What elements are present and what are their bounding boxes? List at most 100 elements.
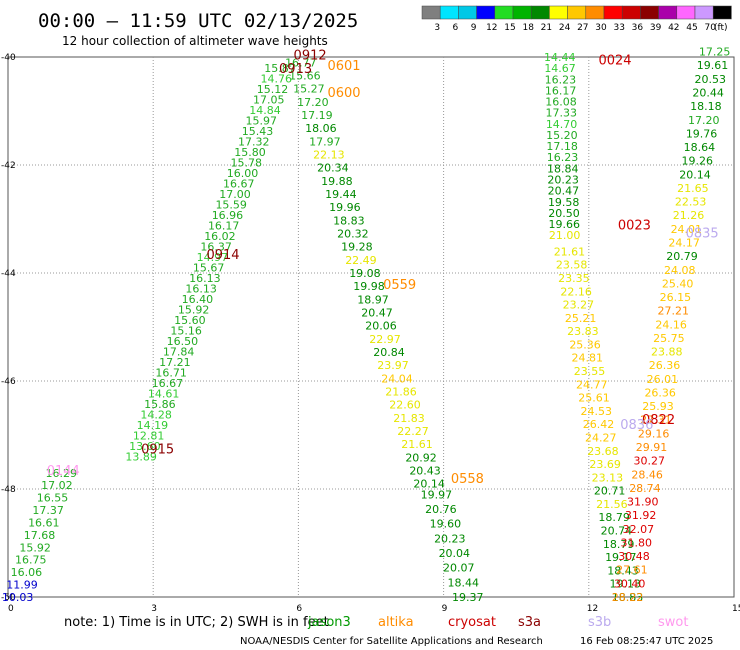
swh-value: 14.19	[137, 419, 169, 432]
swh-value: 16.29	[45, 467, 77, 480]
swh-value: 24.08	[664, 264, 696, 277]
swh-value: 17.18	[546, 140, 578, 153]
swh-value: 17.68	[24, 529, 56, 542]
swh-value: 17.20	[297, 96, 329, 109]
time-label: 0915	[141, 443, 174, 458]
time-label: 0601	[327, 59, 360, 74]
swh-value: 14.61	[148, 388, 180, 401]
swh-value: 27.21	[658, 305, 690, 318]
colorbar-swatch	[476, 5, 496, 20]
colorbar-swatch	[494, 5, 514, 20]
swh-value: 15.43	[242, 125, 274, 138]
swh-value: 26.42	[583, 418, 615, 431]
credit-right: 16 Feb 08:25:47 UTC 2025	[580, 636, 713, 647]
colorbar-swatch	[640, 5, 659, 20]
time-label: 0558	[451, 472, 484, 487]
swh-value: 23.13	[592, 471, 624, 484]
swh-value: 26.36	[649, 359, 681, 372]
swh-value: 17.21	[159, 356, 191, 369]
swh-value: 11.99	[6, 579, 38, 592]
plot-area: 03691215-40-42-44-46-48-50 15.8714.7615.…	[1, 46, 740, 614]
time-label: 0835	[686, 227, 719, 242]
y-tick-label: -42	[1, 161, 16, 171]
swh-value: 20.23	[434, 532, 466, 545]
swh-value: 19.88	[321, 175, 353, 188]
swh-value: 18.06	[305, 122, 337, 135]
swh-value: 21.83	[393, 412, 425, 425]
swh-value: 16.67	[152, 377, 184, 390]
swh-value: 26.36	[644, 386, 676, 399]
swh-value: 20.23	[547, 174, 579, 187]
colorbar-swatch	[549, 5, 568, 20]
colorbar-swatch	[439, 5, 459, 20]
swh-value: 27.61	[616, 564, 648, 577]
time-label: 0836	[620, 418, 653, 433]
swh-value: 15.20	[546, 129, 578, 142]
colorbar-label: 42	[668, 23, 679, 33]
swh-value: 31.92	[625, 509, 657, 522]
swh-value: 31.90	[627, 496, 659, 509]
swh-value: 21.61	[554, 245, 586, 258]
swh-value: 21.26	[673, 209, 705, 222]
swh-value: 16.50	[167, 335, 199, 348]
colorbar-swatch	[458, 5, 477, 20]
swh-value: 22.53	[675, 196, 707, 209]
colorbar-swatch	[421, 5, 441, 20]
swh-value: 24.53	[580, 405, 612, 418]
swh-value: 16.06	[11, 566, 43, 579]
swh-value: 16.75	[15, 554, 47, 567]
time-label: 0024	[598, 54, 631, 69]
swh-value: 28.22	[612, 591, 644, 604]
swh-value: 23.88	[651, 346, 683, 359]
swh-value: 14.84	[249, 104, 281, 117]
swh-value: 18.83	[612, 591, 644, 604]
swh-value: 17.97	[309, 135, 341, 148]
credit-left: NOAA/NESDIS Center for Satellite Applica…	[240, 636, 543, 647]
swh-value: 21.56	[596, 498, 628, 511]
legend-item: swot	[658, 615, 688, 630]
swh-value: 22.49	[345, 254, 377, 267]
swh-value: 19.13	[610, 578, 642, 591]
x-tick-label: 6	[296, 604, 302, 614]
colorbar-swatch	[676, 5, 696, 20]
swh-value: 23.83	[567, 325, 599, 338]
swh-value: 19.97	[421, 488, 453, 501]
swh-value: 20.84	[373, 346, 405, 359]
colorbar-label: 18	[522, 23, 534, 33]
swh-value: 16.13	[185, 282, 217, 295]
colorbar-swatch	[621, 5, 641, 20]
chart-subtitle: 12 hour collection of altimeter wave hei…	[62, 34, 328, 48]
swh-value: 20.47	[361, 306, 393, 319]
colorbar-label: 24	[559, 23, 571, 33]
swh-value: 14.97	[197, 251, 229, 264]
colorbar: 3 6 9 12 15 18 21 24 27 30 33 36 39 42 45 70	[421, 5, 732, 33]
y-tick-label: -44	[1, 269, 16, 279]
legend-item: altika	[378, 615, 414, 630]
colorbar-swatch	[585, 5, 605, 20]
colorbar-swatch	[512, 5, 532, 20]
colorbar-unit: (ft)	[714, 23, 728, 33]
swh-value: 18.43	[607, 564, 639, 577]
swh-value: 19.76	[686, 127, 718, 140]
swh-value: 16.71	[155, 367, 187, 380]
swh-value: 16.13	[189, 272, 221, 285]
legend: jason3 altika cryosat s3a s3b swot	[307, 615, 688, 630]
swh-value: 29.91	[636, 441, 668, 454]
colorbar-label: 6	[453, 23, 459, 33]
swh-value: 19.58	[548, 196, 580, 209]
swh-value: 19.61	[697, 59, 729, 72]
swh-value: 16.61	[28, 516, 60, 529]
swh-value: 15.80	[234, 146, 266, 159]
swh-value: 19.08	[349, 267, 381, 280]
swh-value: 17.19	[301, 109, 333, 122]
swh-value: 17.20	[688, 114, 720, 127]
swh-value: 16.02	[204, 230, 236, 243]
swh-value: 18.84	[547, 162, 579, 175]
swh-value: 19.60	[430, 518, 462, 531]
time-label: 0914	[206, 248, 239, 263]
colorbar-label: 30	[595, 23, 607, 33]
swh-value: 20.44	[692, 87, 724, 100]
x-tick-label: 3	[151, 604, 157, 614]
x-tick-label: 12	[587, 604, 598, 614]
swh-value: 16.96	[212, 209, 244, 222]
